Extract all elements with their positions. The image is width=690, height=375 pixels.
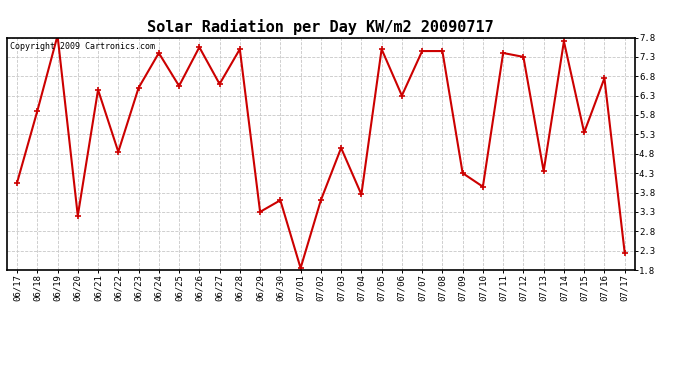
Text: Copyright 2009 Cartronics.com: Copyright 2009 Cartronics.com — [10, 42, 155, 51]
Title: Solar Radiation per Day KW/m2 20090717: Solar Radiation per Day KW/m2 20090717 — [148, 19, 494, 35]
